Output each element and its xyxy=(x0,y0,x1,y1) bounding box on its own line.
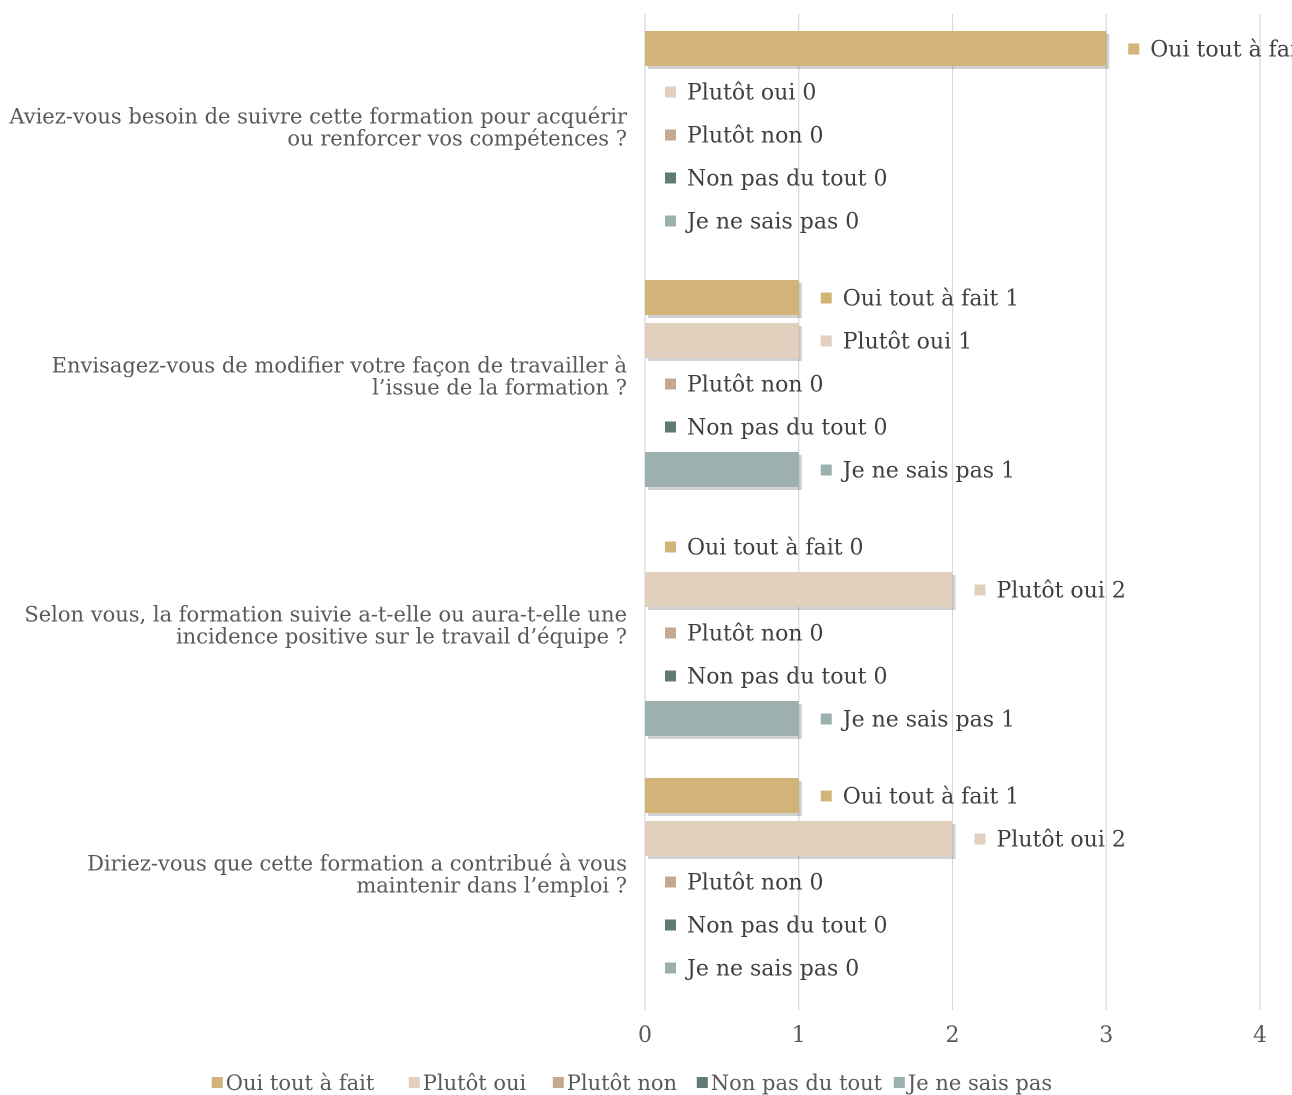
legend-label: Je ne sais pas xyxy=(906,1071,1052,1095)
legend-marker xyxy=(696,1077,708,1088)
bar xyxy=(645,572,953,607)
data-label: Non pas du tout 0 xyxy=(687,416,887,441)
x-tick-label: 2 xyxy=(946,1023,960,1048)
category-label: l’issue de la formation ? xyxy=(372,376,627,400)
bar xyxy=(645,778,799,813)
category-label: incidence positive sur le travail d’équi… xyxy=(176,625,627,649)
data-label-marker xyxy=(974,584,986,596)
category-label: Aviez-vous besoin de suivre cette format… xyxy=(8,105,628,129)
legend-marker xyxy=(211,1077,223,1088)
bar xyxy=(645,280,799,315)
legend-marker xyxy=(552,1077,564,1088)
legend-label: Non pas du tout xyxy=(711,1071,883,1095)
data-label: Plutôt oui 0 xyxy=(687,81,816,106)
data-label-marker xyxy=(665,172,676,184)
data-label-marker xyxy=(820,292,832,304)
legend-label: Oui tout à fait xyxy=(226,1071,375,1095)
bar xyxy=(645,31,1107,66)
data-label: Je ne sais pas 1 xyxy=(841,708,1015,733)
data-label: Non pas du tout 0 xyxy=(687,167,887,192)
category-label: Selon vous, la formation suivie a-t-elle… xyxy=(24,603,627,627)
data-label-marker xyxy=(665,215,676,227)
data-label: Je ne sais pas 1 xyxy=(841,459,1015,484)
data-label: Oui tout à fait 1 xyxy=(843,785,1020,810)
data-label-marker xyxy=(974,833,986,845)
data-label: Non pas du tout 0 xyxy=(687,914,887,939)
x-tick-label: 4 xyxy=(1253,1023,1267,1048)
bar xyxy=(645,701,799,736)
data-label: Oui tout à fait 0 xyxy=(687,536,864,561)
x-tick-label: 0 xyxy=(638,1023,652,1048)
data-label-marker xyxy=(665,627,676,639)
data-label-marker xyxy=(665,541,676,553)
data-label-marker xyxy=(1128,43,1140,55)
data-label-marker xyxy=(665,378,676,390)
data-label: Plutôt oui 2 xyxy=(997,828,1126,853)
data-label: Oui tout à fait 3 xyxy=(1150,38,1292,63)
category-label: Diriez-vous que cette formation a contri… xyxy=(87,852,627,876)
data-label: Plutôt non 0 xyxy=(687,124,824,149)
data-label: Plutôt non 0 xyxy=(687,622,824,647)
data-label: Non pas du tout 0 xyxy=(687,665,887,690)
data-label: Plutôt non 0 xyxy=(687,373,824,398)
bar xyxy=(645,821,953,856)
data-label: Je ne sais pas 0 xyxy=(685,210,859,235)
x-tick-label: 3 xyxy=(1099,1023,1113,1048)
category-label: maintenir dans l’emploi ? xyxy=(356,874,627,898)
data-label-marker xyxy=(665,670,676,682)
data-label: Oui tout à fait 1 xyxy=(843,287,1020,312)
data-label-marker xyxy=(820,713,832,725)
legend-label: Plutôt non xyxy=(567,1071,677,1095)
data-label-marker xyxy=(820,790,832,802)
legend-label: Plutôt oui xyxy=(423,1071,527,1095)
data-label: Plutôt oui 2 xyxy=(997,579,1126,604)
data-label-marker xyxy=(665,86,676,98)
data-label: Plutôt oui 1 xyxy=(843,330,972,355)
legend-marker xyxy=(893,1077,905,1088)
category-label: ou renforcer vos compétences ? xyxy=(287,127,627,151)
data-label-marker xyxy=(665,919,676,931)
bar xyxy=(645,452,799,487)
legend-marker xyxy=(408,1077,420,1088)
bar xyxy=(645,323,799,358)
data-label: Plutôt non 0 xyxy=(687,871,824,896)
data-label: Je ne sais pas 0 xyxy=(685,957,859,982)
data-label-marker xyxy=(665,421,676,433)
data-label-marker xyxy=(665,129,676,141)
x-tick-label: 1 xyxy=(792,1023,806,1048)
data-label-marker xyxy=(820,464,832,476)
data-label-marker xyxy=(665,962,676,974)
category-label: Envisagez-vous de modifier votre façon d… xyxy=(52,354,627,378)
data-label-marker xyxy=(820,335,832,347)
data-label-marker xyxy=(665,876,676,888)
